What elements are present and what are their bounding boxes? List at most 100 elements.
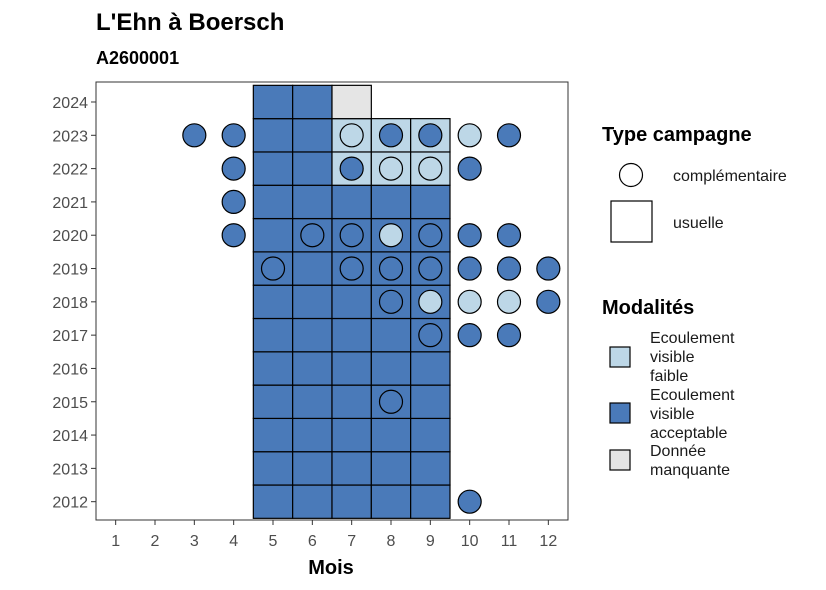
legend-key-modalite xyxy=(609,402,631,424)
usuelle-tile xyxy=(370,417,412,453)
legend-key-usuelle xyxy=(610,200,653,243)
y-tick-label: 2020 xyxy=(52,228,88,245)
x-tick-label: 5 xyxy=(269,533,278,550)
complementaire-point xyxy=(418,256,443,281)
usuelle-tile xyxy=(252,417,294,453)
complementaire-point xyxy=(418,223,443,248)
x-tick-label: 7 xyxy=(347,533,356,550)
complementaire-point xyxy=(418,156,443,181)
usuelle-tile xyxy=(252,118,294,153)
x-tick-label: 8 xyxy=(387,533,396,550)
usuelle-tile xyxy=(252,384,294,420)
complementaire-point xyxy=(378,156,404,181)
y-tick-label: 2014 xyxy=(52,428,88,445)
complementaire-point xyxy=(378,223,404,248)
usuelle-tiles xyxy=(252,84,451,519)
usuelle-tile xyxy=(331,484,372,519)
legend-key-complementaire xyxy=(618,162,644,188)
usuelle-tile xyxy=(331,284,372,320)
x-tick-label: 6 xyxy=(308,533,317,550)
complementaire-point xyxy=(457,289,482,314)
usuelle-tile xyxy=(410,484,451,519)
complementaire-point xyxy=(457,123,482,148)
legend-label-line: acceptable xyxy=(650,425,727,442)
complementaire-point xyxy=(378,256,404,281)
usuelle-tile xyxy=(252,84,294,120)
legend-label-line: visible xyxy=(650,406,695,423)
y-tick-label: 2019 xyxy=(52,262,88,279)
complementaire-point xyxy=(457,156,482,181)
usuelle-tile xyxy=(410,351,451,386)
complementaire-point xyxy=(418,289,443,314)
usuelle-tile xyxy=(292,451,333,486)
complementaire-point xyxy=(457,323,482,348)
y-tick-label: 2015 xyxy=(52,395,88,412)
usuelle-tile xyxy=(410,417,451,453)
complementaire-point xyxy=(378,389,404,414)
usuelle-tile xyxy=(331,184,372,220)
complementaire-point xyxy=(339,223,364,248)
usuelle-tile xyxy=(292,284,333,320)
complementaire-point xyxy=(221,123,246,148)
usuelle-tile xyxy=(370,184,412,220)
legend-key-modalite xyxy=(609,346,631,368)
y-tick-label: 2023 xyxy=(52,128,88,145)
usuelle-tile xyxy=(331,84,372,120)
y-tick-label: 2022 xyxy=(52,162,88,179)
usuelle-tile xyxy=(331,351,372,386)
legend-label-line: Ecoulement xyxy=(650,330,735,347)
complementaire-point xyxy=(300,223,325,248)
chart-subtitle: A2600001 xyxy=(96,48,179,68)
chart-title: L'Ehn à Boersch xyxy=(96,9,284,36)
legend-label-line: manquante xyxy=(650,462,730,479)
complementaire-point xyxy=(418,323,443,348)
usuelle-tile xyxy=(292,351,333,386)
legend-label-modalite: Ecoulement visible faible xyxy=(650,330,735,385)
complementaire-point xyxy=(457,489,482,514)
usuelle-tile xyxy=(410,184,451,220)
usuelle-tile xyxy=(252,217,294,253)
y-tick-label: 2024 xyxy=(52,95,88,112)
complementaire-point xyxy=(418,123,443,148)
legend-label-line: Donnée xyxy=(650,443,706,460)
complementaire-point xyxy=(496,289,522,314)
complementaire-point xyxy=(536,256,561,281)
complementaire-point xyxy=(457,256,482,281)
legend-label-line: Ecoulement xyxy=(650,387,735,404)
x-tick-label: 4 xyxy=(229,533,238,550)
usuelle-tile xyxy=(252,351,294,386)
y-axis: 2012 2013 2014 2015 2016 2017 2018 2019 2020 2021… xyxy=(52,95,96,512)
y-tick-label: 2017 xyxy=(52,328,88,345)
usuelle-tile xyxy=(410,384,451,420)
complementaire-point xyxy=(496,256,522,281)
y-tick-label: 2013 xyxy=(52,461,88,478)
complementaire-point xyxy=(496,223,522,248)
y-tick-label: 2012 xyxy=(52,495,88,512)
x-tick-label: 3 xyxy=(190,533,199,550)
legend-type-title: Type campagne xyxy=(602,124,752,146)
usuelle-tile xyxy=(292,84,333,120)
usuelle-tile xyxy=(292,317,333,353)
x-tick-label: 1 xyxy=(111,533,120,550)
usuelle-tile xyxy=(370,351,412,386)
usuelle-tile xyxy=(292,118,333,153)
legend-label-usuelle: usuelle xyxy=(673,215,724,232)
x-axis: 1 2 3 4 5 6 7 8 9 10 11 12 xyxy=(111,520,557,550)
complementaire-point xyxy=(260,256,286,281)
plot-border xyxy=(95,81,569,521)
complementaire-point xyxy=(339,123,364,148)
usuelle-tile xyxy=(331,317,372,353)
complementaire-point xyxy=(378,289,404,314)
usuelle-tile xyxy=(410,451,451,486)
x-tick-label: 11 xyxy=(501,533,518,550)
complementaire-point xyxy=(536,289,561,314)
x-axis-title: Mois xyxy=(308,557,354,579)
usuelle-tile xyxy=(292,184,333,220)
legend-key-modalite xyxy=(609,449,631,471)
legend-label-line: faible xyxy=(650,368,688,385)
legend-label-modalite: Ecoulement visible acceptable xyxy=(650,387,735,442)
x-tick-label: 2 xyxy=(151,533,160,550)
legend-label-line: visible xyxy=(650,349,695,366)
legend-label-modalite: Donnée manquante xyxy=(650,443,730,479)
